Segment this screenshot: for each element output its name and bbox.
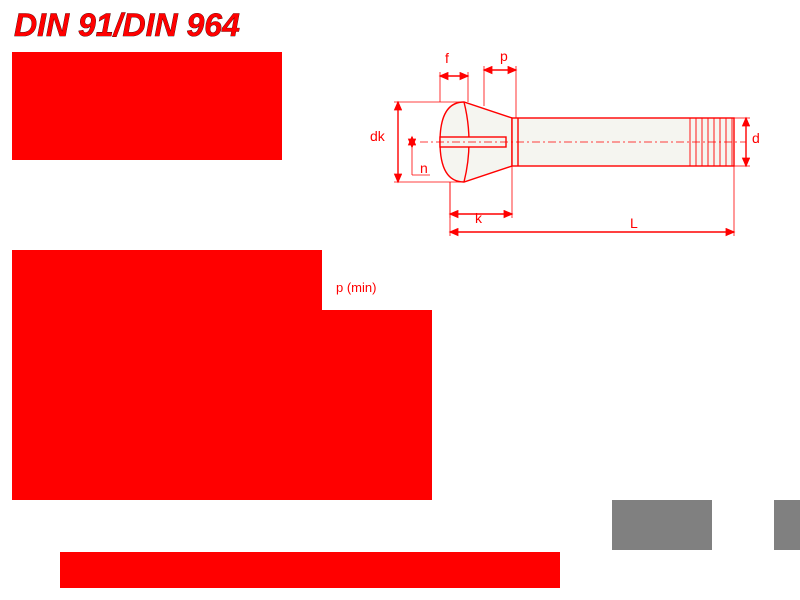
dim-dk: dk bbox=[370, 128, 385, 144]
dim-k: k bbox=[475, 210, 482, 226]
block-top-left bbox=[12, 52, 282, 160]
screw-diagram bbox=[350, 40, 780, 250]
block-big bbox=[12, 310, 432, 500]
dim-p: p bbox=[500, 48, 508, 64]
block-bottom-bar bbox=[60, 552, 560, 588]
block-gray bbox=[612, 500, 712, 550]
block-mid-left bbox=[12, 250, 322, 310]
label-p-min: p (min) bbox=[336, 280, 376, 295]
dim-f: f bbox=[445, 50, 449, 66]
dim-n: n bbox=[420, 160, 428, 176]
title-text: DIN 91/DIN 964 bbox=[14, 7, 240, 43]
dim-L: L bbox=[630, 215, 638, 231]
dim-d: d bbox=[752, 130, 760, 146]
block-gray-edge bbox=[774, 500, 800, 550]
